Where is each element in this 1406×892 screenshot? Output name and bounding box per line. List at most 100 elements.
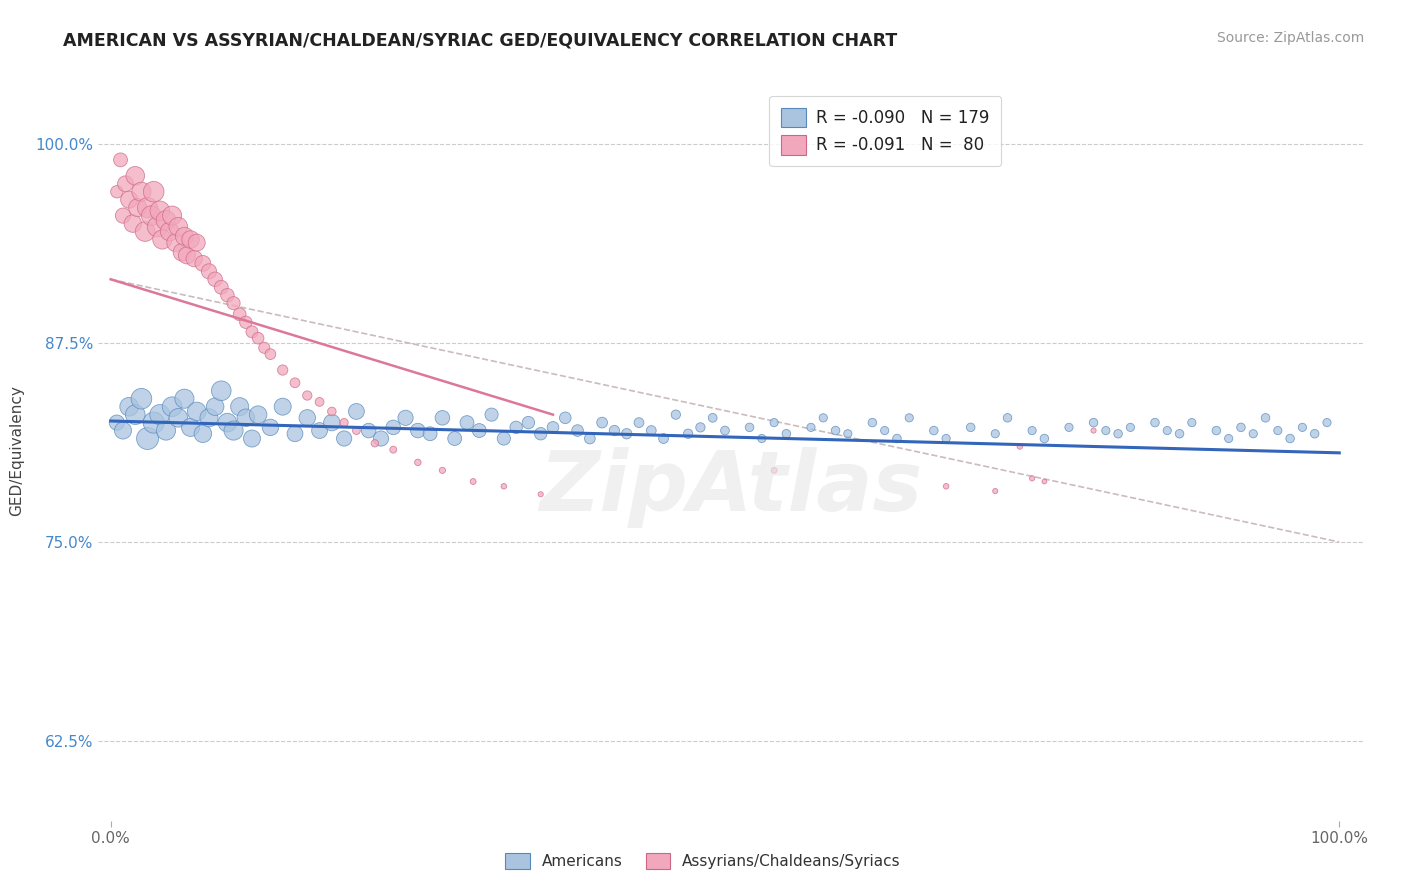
Point: [159, 225, 181, 239]
Point: [160, 400, 183, 414]
Point: [517, 416, 540, 430]
Point: [180, 232, 202, 246]
Point: [886, 432, 908, 446]
Text: AMERICAN VS ASSYRIAN/CHALDEAN/SYRIAC GED/EQUIVALENCY CORRELATION CHART: AMERICAN VS ASSYRIAN/CHALDEAN/SYRIAC GED…: [63, 31, 897, 49]
Point: [240, 432, 263, 446]
Point: [567, 424, 589, 438]
Point: [935, 479, 957, 493]
Point: [1218, 432, 1240, 446]
Text: Source: ZipAtlas.com: Source: ZipAtlas.com: [1216, 31, 1364, 45]
Point: [406, 424, 429, 438]
Point: [149, 408, 172, 422]
Point: [406, 455, 429, 469]
Point: [344, 404, 367, 418]
Point: [1021, 424, 1043, 438]
Point: [481, 408, 503, 422]
Point: [170, 245, 193, 260]
Point: [217, 416, 239, 430]
Point: [198, 264, 221, 278]
Point: [860, 416, 883, 430]
Point: [105, 416, 128, 430]
Y-axis label: GED/Equivalency: GED/Equivalency: [10, 385, 24, 516]
Point: [1316, 416, 1339, 430]
Point: [297, 388, 319, 402]
Point: [763, 463, 786, 477]
Point: [240, 325, 263, 339]
Point: [591, 416, 613, 430]
Point: [1107, 426, 1129, 441]
Point: [222, 296, 245, 310]
Point: [603, 424, 626, 438]
Point: [530, 487, 553, 501]
Point: [800, 420, 823, 434]
Point: [111, 209, 134, 223]
Point: [763, 416, 786, 430]
Point: [1143, 416, 1166, 430]
Point: [1156, 424, 1178, 438]
Point: [689, 420, 711, 434]
Point: [432, 463, 454, 477]
Point: [1021, 471, 1043, 485]
Point: [1008, 440, 1031, 454]
Point: [271, 363, 294, 377]
Point: [344, 424, 367, 438]
Point: [180, 420, 202, 434]
Point: [222, 424, 245, 438]
Point: [228, 307, 250, 321]
Point: [321, 416, 343, 430]
Legend: Americans, Assyrians/Chaldeans/Syriacs: Americans, Assyrians/Chaldeans/Syriacs: [499, 847, 907, 875]
Point: [1241, 426, 1264, 441]
Point: [1279, 432, 1302, 446]
Point: [333, 416, 356, 430]
Point: [247, 408, 270, 422]
Point: [1303, 426, 1326, 441]
Point: [235, 315, 257, 329]
Point: [984, 484, 1007, 499]
Point: [127, 201, 149, 215]
Point: [652, 432, 675, 446]
Point: [235, 410, 257, 425]
Point: [155, 213, 177, 227]
Point: [124, 408, 146, 422]
Point: [321, 404, 343, 418]
Point: [191, 256, 214, 270]
Point: [259, 347, 281, 361]
Point: [997, 410, 1019, 425]
Point: [1168, 426, 1191, 441]
Point: [456, 416, 478, 430]
Point: [124, 169, 146, 183]
Point: [837, 426, 859, 441]
Point: [1057, 420, 1080, 434]
Point: [136, 432, 159, 446]
Point: [105, 185, 128, 199]
Point: [382, 420, 405, 434]
Point: [873, 424, 896, 438]
Point: [110, 153, 132, 167]
Point: [191, 426, 214, 441]
Point: [271, 400, 294, 414]
Point: [186, 235, 208, 250]
Point: [150, 232, 173, 246]
Point: [1083, 424, 1105, 438]
Point: [176, 248, 198, 262]
Point: [665, 408, 688, 422]
Point: [297, 410, 319, 425]
Text: ZipAtlas: ZipAtlas: [540, 447, 922, 528]
Point: [167, 219, 190, 234]
Point: [898, 410, 921, 425]
Point: [253, 341, 276, 355]
Point: [142, 416, 165, 430]
Point: [333, 432, 356, 446]
Point: [492, 432, 515, 446]
Point: [284, 376, 307, 390]
Point: [1291, 420, 1313, 434]
Point: [468, 424, 491, 438]
Point: [308, 424, 330, 438]
Point: [149, 203, 172, 218]
Point: [419, 426, 441, 441]
Point: [259, 420, 281, 434]
Point: [751, 432, 773, 446]
Point: [209, 384, 232, 398]
Point: [616, 426, 638, 441]
Point: [579, 432, 602, 446]
